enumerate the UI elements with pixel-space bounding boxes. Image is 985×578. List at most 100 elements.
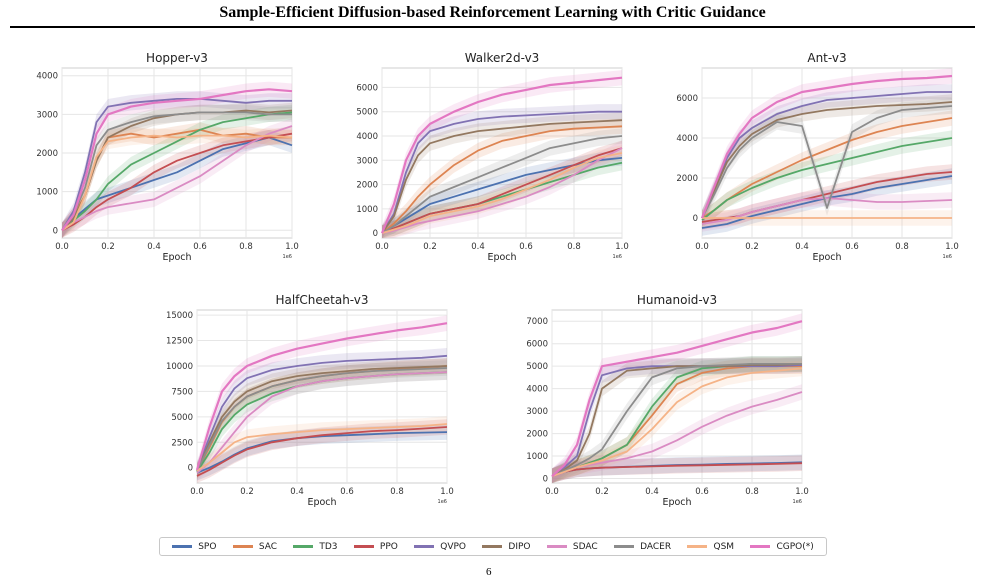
x-axis-label: Epoch	[662, 497, 691, 508]
y-tick-label: 2000	[526, 430, 548, 440]
series-line	[380, 76, 623, 234]
paper-title: Sample-Efficient Diffusion-based Reinfor…	[219, 4, 766, 21]
legend-label: QSM	[713, 541, 735, 552]
series-line	[701, 101, 953, 219]
series-line	[61, 111, 292, 231]
legend-item: SPO	[172, 542, 216, 552]
chart-humanoid: Humanoid-v3 0.0 0.2 0.4 0.6 0.8 1.0 0 1000 2000 30…	[526, 293, 809, 508]
chart-halfcheetah: HalfCheetah-v3 0.0 0.2 0.4 0.6 0.8 1.0 0 2500 500…	[166, 293, 454, 508]
legend-item: PPO	[353, 542, 398, 552]
x-tick-label: 0.4	[645, 487, 659, 497]
chart-title: Humanoid-v3	[637, 293, 717, 307]
legend-item: SDAC	[546, 541, 598, 552]
series-line	[196, 365, 448, 472]
x-scale-note: 1e6	[283, 254, 292, 260]
legend-label: CGPO(*)	[776, 541, 814, 552]
series-band	[62, 129, 292, 238]
series-band	[62, 102, 292, 238]
legend-item: TD3	[293, 541, 338, 552]
y-tick-label: 4000	[526, 385, 548, 395]
x-tick-label: 0.2	[595, 487, 609, 497]
x-tick-label: 1.0	[945, 242, 959, 252]
series-line	[551, 363, 803, 478]
legend-swatch	[293, 545, 314, 548]
y-tick-label: 10000	[166, 362, 193, 372]
series-line	[551, 320, 803, 478]
y-tick-label: 4000	[36, 72, 58, 82]
y-tick-label: 12500	[166, 337, 193, 347]
x-tick-label: 0.6	[845, 242, 859, 252]
y-tick-label: 5000	[171, 413, 193, 423]
series-line	[551, 367, 803, 478]
series-line	[381, 110, 622, 234]
legend-label: SAC	[258, 541, 277, 552]
legend-swatch	[546, 545, 567, 548]
legend-swatch	[353, 545, 374, 548]
y-tick-label: 5000	[356, 108, 378, 118]
series-band	[62, 128, 292, 238]
series-band	[382, 118, 622, 238]
x-tick-label: 0.8	[239, 242, 253, 252]
legend-item: QSM	[687, 542, 734, 552]
x-tick-label: 0.2	[240, 487, 254, 497]
x-tick-label: 0.8	[390, 487, 404, 497]
legend-swatch	[687, 545, 708, 548]
series-line	[61, 98, 292, 231]
series-line	[196, 426, 448, 477]
series-band	[62, 91, 292, 238]
series-band	[382, 150, 622, 238]
series-line	[61, 111, 293, 231]
x-tick-label: 0.8	[895, 242, 909, 252]
chart-title: Ant-v3	[807, 51, 846, 65]
y-tick-label: 2500	[171, 438, 193, 448]
chart-title: HalfCheetah-v3	[275, 293, 368, 307]
x-tick-label: 0.4	[471, 242, 485, 252]
legend-swatch	[232, 545, 253, 548]
series-line	[61, 136, 293, 231]
series-band	[702, 130, 952, 228]
series-band	[62, 104, 292, 238]
series-band	[382, 112, 622, 238]
series-line	[196, 371, 448, 474]
x-tick-label: 0.0	[375, 242, 389, 252]
y-tick-label: 4000	[356, 132, 378, 142]
series-band	[382, 70, 622, 238]
y-tick-label: 3000	[36, 110, 58, 120]
legend-label: TD3	[319, 541, 338, 552]
series-band	[552, 356, 802, 483]
series-band	[552, 454, 802, 483]
series-line	[551, 462, 803, 478]
series-band	[62, 104, 292, 238]
series-line	[196, 367, 448, 472]
series-line	[381, 125, 623, 234]
series-line	[551, 364, 803, 478]
series-line	[701, 197, 953, 225]
x-tick-label: 0.6	[193, 242, 207, 252]
series-line	[381, 147, 623, 234]
series-band	[702, 84, 952, 226]
legend-label: SDAC	[572, 541, 598, 552]
chart-walker2d: Walker2d-v3 0.0 0.2 0.4 0.6 0.8 1.0 0 1000 2000 30…	[356, 51, 628, 263]
x-tick-label: 0.6	[519, 242, 533, 252]
y-tick-label: 2000	[676, 174, 698, 184]
x-axis-label: Epoch	[812, 252, 841, 263]
series-band	[382, 145, 622, 238]
series-band	[552, 384, 802, 483]
y-tick-label: 6000	[526, 340, 548, 350]
series-line	[701, 137, 953, 221]
x-tick-label: 1.0	[795, 487, 809, 497]
chart-title: Walker2d-v3	[465, 51, 540, 65]
y-tick-label: 7500	[171, 387, 193, 397]
x-tick-label: 0.2	[101, 242, 115, 252]
legend-label: DACER	[640, 541, 672, 552]
series-line	[551, 363, 802, 478]
title-rule	[10, 26, 975, 28]
legend-item: DACER	[614, 542, 671, 552]
x-tick-label: 0.4	[290, 487, 304, 497]
series-band	[197, 360, 447, 479]
legend-item: QVPO	[414, 542, 466, 552]
legend-label: SPO	[198, 541, 217, 552]
series-band	[197, 424, 447, 481]
y-tick-label: 5000	[526, 362, 548, 372]
legend-item: DIPO	[482, 542, 531, 552]
